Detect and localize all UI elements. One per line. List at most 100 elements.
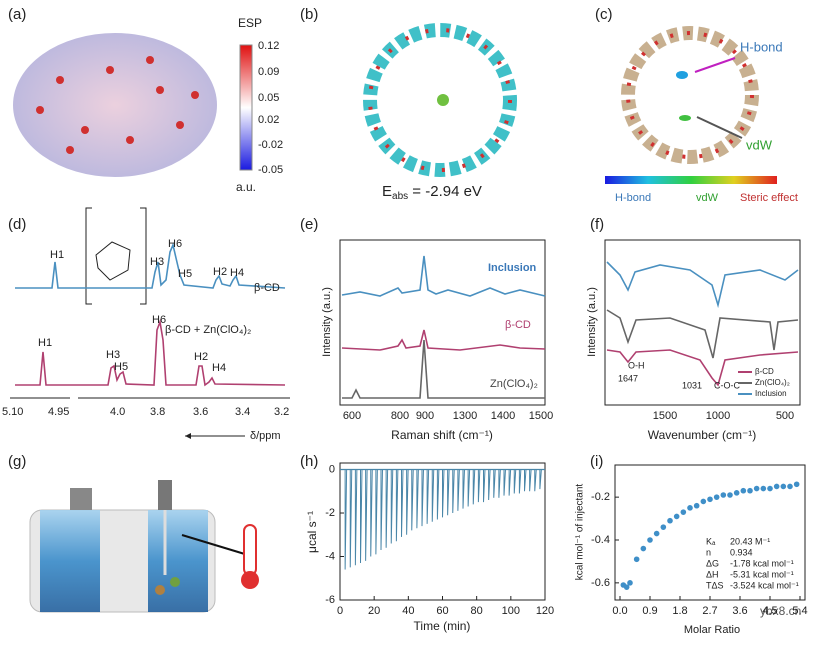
arrow <box>696 116 743 139</box>
injection-peak <box>442 469 445 518</box>
data-point <box>700 498 707 505</box>
x-tick-label: 4.0 <box>110 406 125 418</box>
arrow <box>694 57 736 73</box>
y-axis-label: Intensity (a.u.) <box>586 287 598 357</box>
x-tick-label: 3.8 <box>150 406 165 418</box>
colorbar-unit: a.u. <box>236 180 256 194</box>
y-tick-label: -4 <box>325 550 335 562</box>
injection-peak <box>349 469 353 568</box>
spectrum-inclusion <box>15 318 286 387</box>
syringe <box>158 480 172 510</box>
data-point <box>660 524 667 530</box>
colorbar-tick: 0.05 <box>258 92 279 104</box>
spectrum-beta-cd <box>15 242 286 289</box>
injection-peak <box>395 469 399 542</box>
data-point <box>787 483 793 490</box>
peak-label: H2 <box>213 266 227 278</box>
peak-label: H1 <box>50 249 64 261</box>
data-point <box>627 580 633 586</box>
injection-peak <box>472 469 476 505</box>
y-tick-label: -2 <box>325 507 335 519</box>
cyclodextrin-oxygens <box>626 31 754 159</box>
peak-label: H3 <box>106 349 120 361</box>
peak-label: H4 <box>230 267 244 279</box>
x-tick-label: 3.4 <box>235 406 250 418</box>
arrowhead <box>185 433 191 439</box>
x-tick-label: 800 <box>391 410 409 422</box>
x-tick-label: 40 <box>402 605 414 617</box>
guest <box>437 94 449 106</box>
reference-cell <box>40 510 100 612</box>
energy-symbol: E <box>382 183 392 200</box>
colorbar <box>239 44 253 171</box>
peak-label: H2 <box>194 351 208 363</box>
injection-peak <box>534 469 537 492</box>
injection-peak <box>380 469 383 550</box>
param-name: n <box>706 547 711 557</box>
data-point <box>733 490 740 496</box>
spectrum-zn <box>606 309 799 359</box>
peak-label: H4 <box>212 362 226 374</box>
x-tick-label: 1500 <box>529 410 553 422</box>
data-point <box>767 485 773 492</box>
injection-peak <box>457 469 460 511</box>
colorbar-tick: -0.02 <box>258 139 283 151</box>
spectrum-inclusion <box>606 261 799 309</box>
y-tick-label: -0.4 <box>591 534 610 546</box>
data-point <box>747 487 753 494</box>
x-tick-label: 0.9 <box>642 605 657 617</box>
panel-label: (g) <box>8 453 26 470</box>
x-tick-label: 900 <box>416 410 434 422</box>
spectrum-zn <box>342 339 545 399</box>
legend-label: Inclusion <box>755 389 787 398</box>
injection-peak <box>385 469 389 548</box>
x-axis-label: δ/ppm <box>250 430 281 442</box>
injection-peak <box>365 469 368 561</box>
x-tick-label: 3.2 <box>274 406 289 418</box>
injection-peak <box>375 469 378 555</box>
scale-label: Steric effect <box>740 192 798 204</box>
energy-subscript: abs <box>392 191 408 202</box>
hbond-label: H-bond <box>740 39 783 54</box>
trace-label: β-CD + Zn(ClO₄)₂ <box>165 324 251 336</box>
x-axis-label: Raman shift (cm⁻¹) <box>391 428 493 442</box>
param-name: ΔH <box>706 569 719 579</box>
param-value: -1.78 kcal mol⁻¹ <box>730 558 794 568</box>
x-tick-label: 120 <box>536 605 554 617</box>
data-point <box>680 509 687 515</box>
injection-peak <box>421 469 424 527</box>
vdw-label: vdW <box>746 137 773 152</box>
data-point <box>760 485 767 492</box>
data-point <box>720 492 727 498</box>
data-point <box>713 494 720 500</box>
param-value: -3.524 kcal mol⁻¹ <box>730 580 799 590</box>
injection-peak <box>483 469 486 503</box>
injection-peak <box>426 469 430 524</box>
glucose-structure <box>95 241 131 281</box>
x-tick-label: 4.5 <box>762 605 777 617</box>
x-tick-label: 1500 <box>653 410 677 422</box>
param-name: ΔG <box>706 558 719 568</box>
x-axis-label: Time (min) <box>414 619 471 633</box>
data-point <box>653 530 660 537</box>
trace-label: β-CD <box>254 282 280 294</box>
injection-peak <box>406 469 409 535</box>
x-tick-label: 100 <box>502 605 520 617</box>
injection-peak <box>360 469 363 564</box>
panel-label: (b) <box>300 6 318 23</box>
esp-surface <box>13 33 217 177</box>
thermometer <box>243 524 257 576</box>
data-point <box>727 492 733 498</box>
data-point <box>693 502 700 509</box>
trace-label: β-CD <box>505 319 531 331</box>
data-point <box>667 517 673 524</box>
x-tick-label: 80 <box>471 605 483 617</box>
spectrum-beta-cd <box>606 349 799 387</box>
param-value: -5.31 kcal mol⁻¹ <box>730 569 794 579</box>
injection-peak <box>411 469 414 531</box>
injection-peak <box>503 469 506 496</box>
plot-frame <box>339 239 546 406</box>
x-axis-label: Wavenumber (cm⁻¹) <box>648 428 757 442</box>
spectrum-inclusion <box>341 255 546 297</box>
thermometer-bulb <box>241 571 259 589</box>
